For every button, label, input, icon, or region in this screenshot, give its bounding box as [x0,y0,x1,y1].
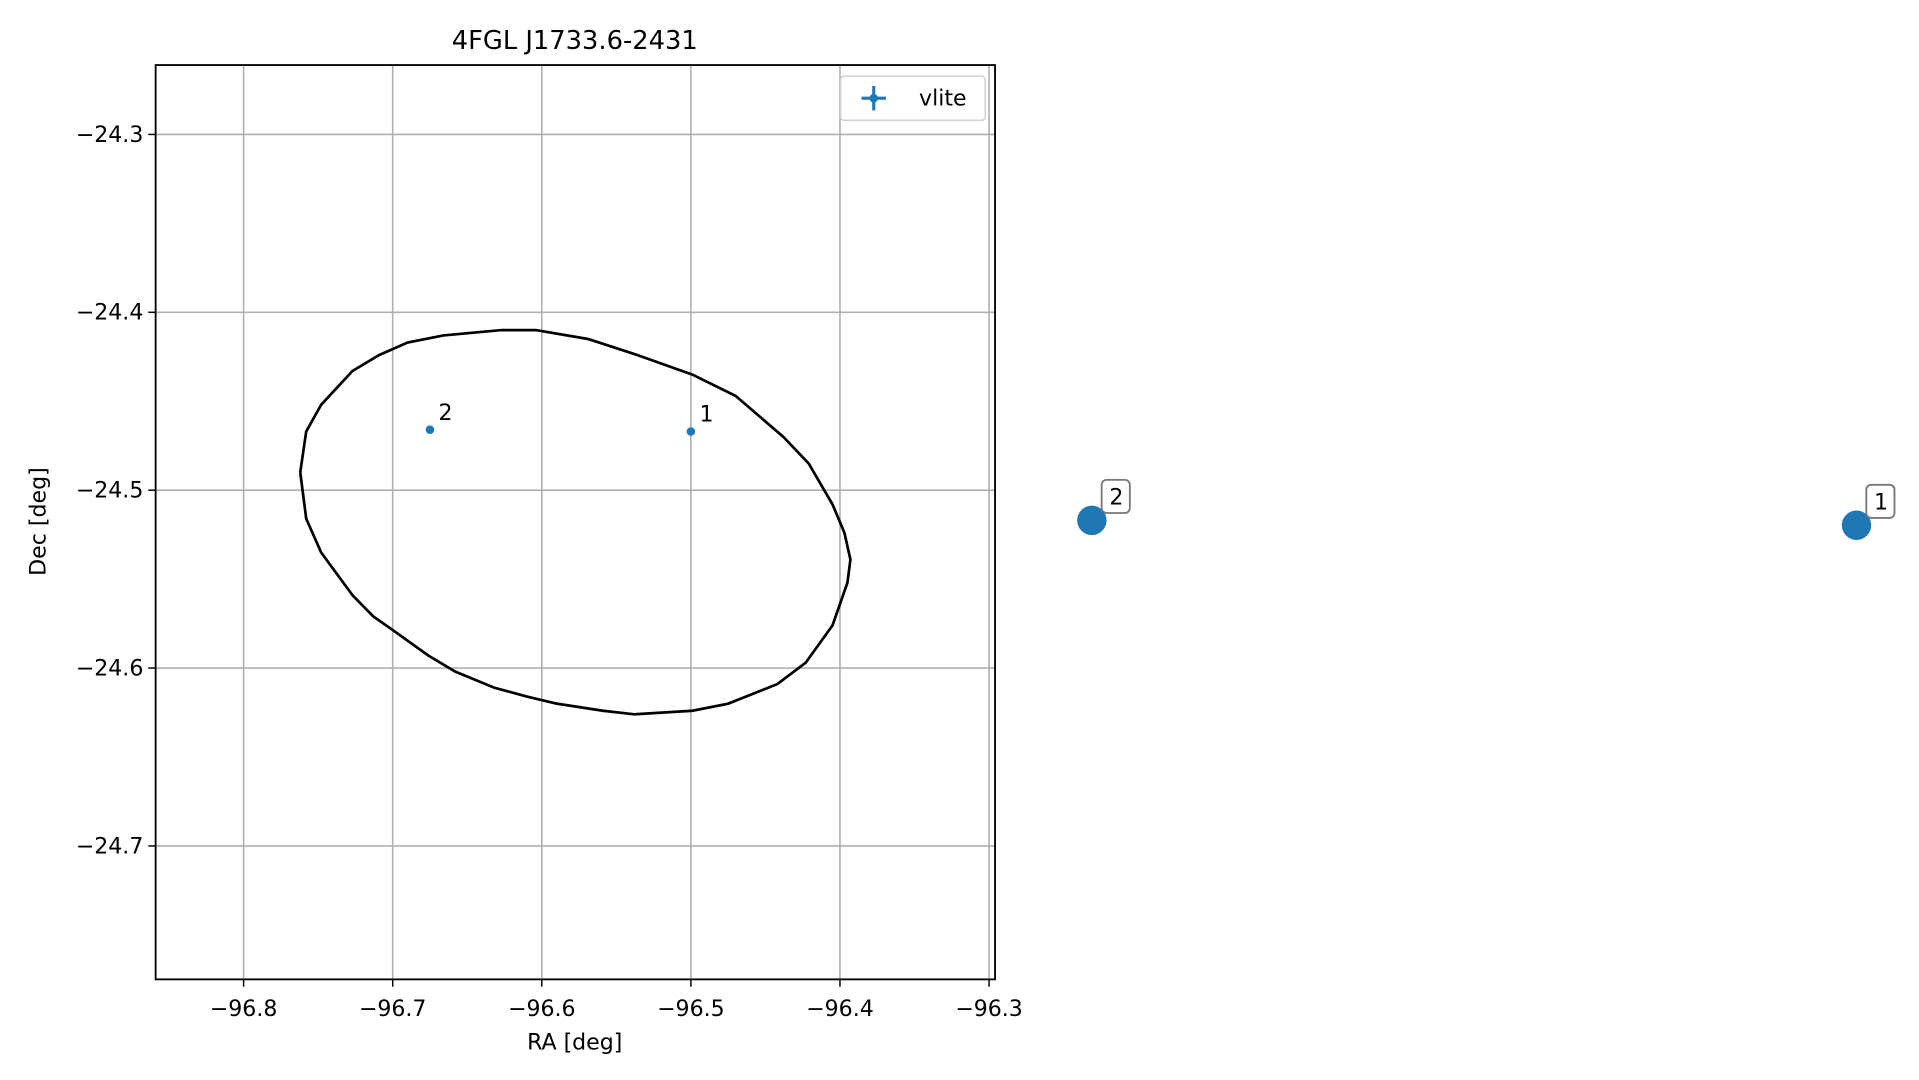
x-tick-label: −96.4 [806,997,874,1022]
axes-frame [154,64,996,981]
data-point [425,425,435,435]
x-tick-label: −96.3 [955,997,1023,1022]
stray-label: 2 [1109,485,1123,510]
point-label: 1 [699,403,713,428]
y-tick-label: −24.4 [76,301,144,326]
data-point [686,427,696,436]
legend-box [839,75,986,122]
x-tick-label: −96.5 [657,997,725,1022]
stray-marker: 1 [1841,483,1896,540]
stray-label-box [1100,478,1131,514]
stray-dot [1841,510,1872,540]
y-tick-label: −24.6 [76,656,144,681]
legend: vlite [839,75,986,122]
stray-label: 1 [1874,490,1888,515]
y-tick-label: −24.5 [76,479,144,504]
stray-label-box [1865,483,1896,519]
chart-title: 4FGL J1733.6-2431 [452,26,698,56]
x-tick-label: −96.6 [508,997,576,1022]
legend-label: vlite [919,87,967,112]
y-tick-label: −24.3 [76,123,144,148]
plot-area: −96.8 −96.7 −96.6 −96.5 −96.4 −96.3 −24.3 −24.4… [76,64,1023,1022]
x-axis-label: RA [deg] [527,1030,622,1055]
legend-marker [869,93,879,103]
stray-dot [1077,505,1107,536]
y-axis-label: Dec [deg] [26,467,51,576]
error-ellipse [298,328,852,716]
y-tick-label: −24.7 [76,834,144,859]
x-tick-label: −96.7 [359,997,427,1022]
stray-marker: 2 [1077,478,1131,536]
point-label: 2 [439,401,453,426]
x-tick-label: −96.8 [210,997,278,1022]
